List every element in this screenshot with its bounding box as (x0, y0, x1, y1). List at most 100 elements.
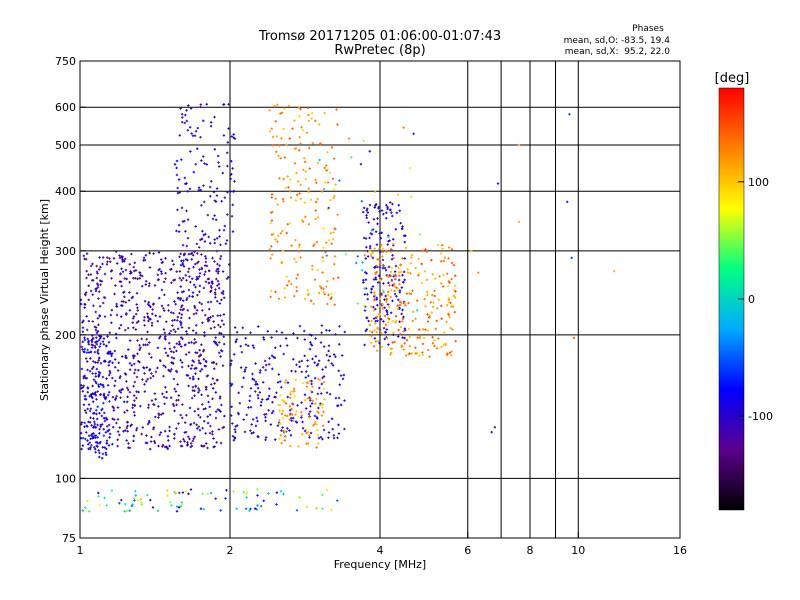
data-point (93, 412, 96, 415)
data-point (178, 311, 181, 315)
data-point (212, 361, 215, 364)
data-point (138, 360, 141, 364)
data-point (280, 137, 283, 140)
data-point (101, 301, 105, 305)
data-point (148, 304, 151, 307)
data-point (316, 362, 320, 366)
data-point (90, 444, 93, 447)
data-point (149, 447, 152, 451)
data-point (86, 368, 89, 372)
data-point (288, 137, 291, 140)
data-point (239, 366, 243, 369)
data-point (234, 430, 237, 434)
data-point (268, 109, 271, 112)
data-point (332, 434, 336, 437)
data-point (223, 414, 226, 418)
data-point (159, 335, 162, 338)
data-point (95, 398, 98, 401)
data-point (320, 331, 323, 334)
data-point (314, 217, 317, 221)
data-point (193, 410, 196, 413)
data-point (336, 123, 339, 126)
data-point (81, 340, 84, 344)
data-point (282, 177, 285, 181)
data-point (108, 432, 112, 436)
data-point (227, 103, 230, 106)
data-point (323, 111, 326, 115)
data-point (194, 130, 198, 133)
data-point (95, 412, 98, 416)
data-point (204, 260, 208, 264)
data-point (178, 134, 181, 137)
data-point (90, 367, 94, 370)
data-point (152, 252, 155, 255)
data-point (90, 346, 94, 349)
data-point (233, 137, 237, 140)
data-point (241, 385, 244, 389)
data-point (183, 121, 186, 125)
data-point (81, 348, 84, 351)
data-point (295, 277, 298, 280)
data-point (112, 257, 116, 260)
data-point (225, 239, 229, 242)
data-point (285, 231, 288, 235)
data-point (110, 321, 113, 324)
data-point (191, 439, 194, 443)
data-point (279, 112, 282, 115)
data-point (303, 297, 307, 301)
data-point (314, 337, 317, 340)
data-point (200, 368, 204, 371)
data-point (209, 195, 212, 198)
data-point (195, 242, 199, 246)
data-point (173, 387, 176, 391)
data-point (184, 343, 187, 346)
data-point (213, 241, 216, 245)
data-point (90, 433, 93, 437)
data-point (96, 423, 99, 427)
data-point (214, 341, 217, 344)
data-point (290, 244, 293, 247)
data-point (114, 332, 118, 336)
data-point (219, 314, 222, 317)
data-point (293, 119, 296, 122)
data-point (218, 331, 221, 335)
data-point (212, 320, 215, 323)
data-point (230, 172, 233, 176)
data-point (270, 253, 274, 256)
data-point (95, 276, 98, 280)
data-point (327, 436, 330, 439)
data-point (334, 333, 337, 336)
data-point (199, 188, 202, 192)
data-point (277, 154, 280, 158)
data-point (125, 313, 128, 316)
data-point (287, 280, 291, 283)
data-point (131, 321, 134, 324)
data-point (249, 387, 253, 390)
data-point (158, 296, 161, 300)
data-point (113, 384, 116, 387)
data-point (219, 355, 222, 358)
data-point (303, 354, 306, 358)
data-point (144, 283, 147, 286)
data-point (234, 340, 238, 343)
data-point (196, 147, 199, 150)
data-point (188, 126, 192, 129)
data-point (95, 381, 98, 385)
data-point (206, 277, 210, 281)
data-point (192, 437, 195, 440)
data-point (96, 348, 100, 352)
data-point (200, 237, 204, 240)
data-point (98, 432, 101, 435)
data-point (192, 377, 195, 380)
data-point (296, 336, 299, 340)
data-point (187, 252, 191, 256)
data-point (215, 342, 218, 345)
data-point (179, 297, 182, 300)
data-point (92, 436, 95, 439)
data-point (95, 342, 99, 346)
data-point (118, 254, 121, 257)
data-point (160, 413, 163, 416)
data-point (148, 282, 151, 285)
data-point (188, 275, 191, 278)
data-point (123, 400, 126, 404)
